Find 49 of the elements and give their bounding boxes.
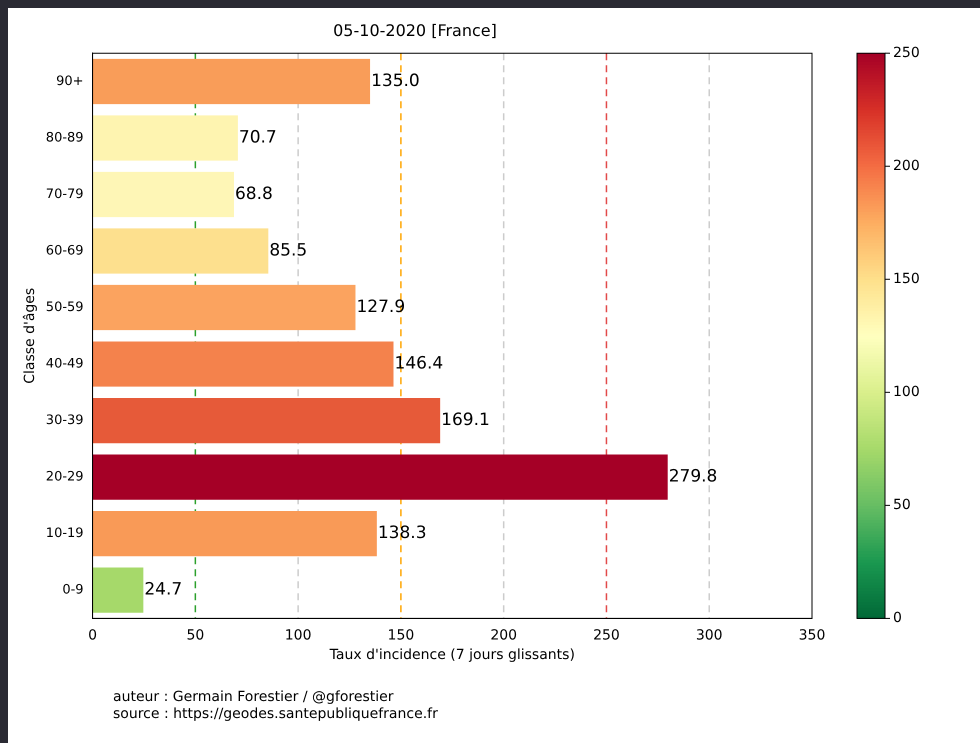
bar xyxy=(92,511,377,556)
bar xyxy=(92,228,268,274)
x-tick-label: 200 xyxy=(490,627,518,644)
x-tick-label: 0 xyxy=(88,627,98,644)
data-label: 135.0 xyxy=(371,70,420,91)
data-label: 70.7 xyxy=(238,127,277,148)
x-tick-label: 50 xyxy=(186,627,204,644)
x-tick-label: 150 xyxy=(388,627,414,644)
y-tick-label: 40-49 xyxy=(46,356,84,372)
y-axis-title: Classe d'âges xyxy=(22,288,38,384)
y-tick-label: 50-59 xyxy=(46,300,84,315)
x-tick-label: 100 xyxy=(284,627,312,644)
color-bar-label: 100 xyxy=(893,384,920,400)
x-tick-label: 250 xyxy=(593,627,620,644)
data-label: 127.9 xyxy=(356,296,406,317)
bar xyxy=(92,58,370,104)
data-label: 279.8 xyxy=(668,466,718,487)
data-label: 138.3 xyxy=(378,523,427,544)
data-label: 24.7 xyxy=(144,580,182,600)
bar xyxy=(92,172,234,218)
y-tick-label: 20-29 xyxy=(46,469,84,484)
data-label: 169.1 xyxy=(441,410,490,430)
bar xyxy=(92,568,144,613)
y-tick-label: 80-89 xyxy=(46,130,84,146)
bar xyxy=(92,284,356,330)
data-label: 146.4 xyxy=(394,353,444,374)
y-tick-label: 70-79 xyxy=(46,186,84,202)
text: auteur : Germain Forestier / @gforestier xyxy=(113,689,394,705)
bar xyxy=(92,454,668,500)
bar xyxy=(92,341,394,387)
data-label: 68.8 xyxy=(234,184,273,204)
y-tick-label: 60-69 xyxy=(46,243,84,258)
x-tick-label: 300 xyxy=(696,627,723,644)
source-note: source : https://geodes.santepubliquefrance.fr xyxy=(113,706,438,722)
y-tick-label: 30-39 xyxy=(46,412,84,428)
x-tick-label: 350 xyxy=(798,627,826,644)
color-bar-label: 250 xyxy=(893,44,920,61)
bar xyxy=(92,398,440,444)
y-tick-label: 10-19 xyxy=(46,526,84,541)
color-bar-label: 150 xyxy=(893,270,920,287)
color-bar-label: 0 xyxy=(893,610,902,626)
bar xyxy=(92,115,238,161)
y-tick-label: 90+ xyxy=(56,74,84,89)
color-bar-label: 50 xyxy=(893,497,911,513)
x-axis-title: Taux d'incidence (7 jours glissants) xyxy=(328,647,575,664)
data-label: 85.5 xyxy=(269,240,308,260)
chart-title: 05-10-2020 [France] xyxy=(333,20,497,40)
y-tick-label: 0-9 xyxy=(62,582,84,598)
color-bar-label: 200 xyxy=(893,158,920,174)
